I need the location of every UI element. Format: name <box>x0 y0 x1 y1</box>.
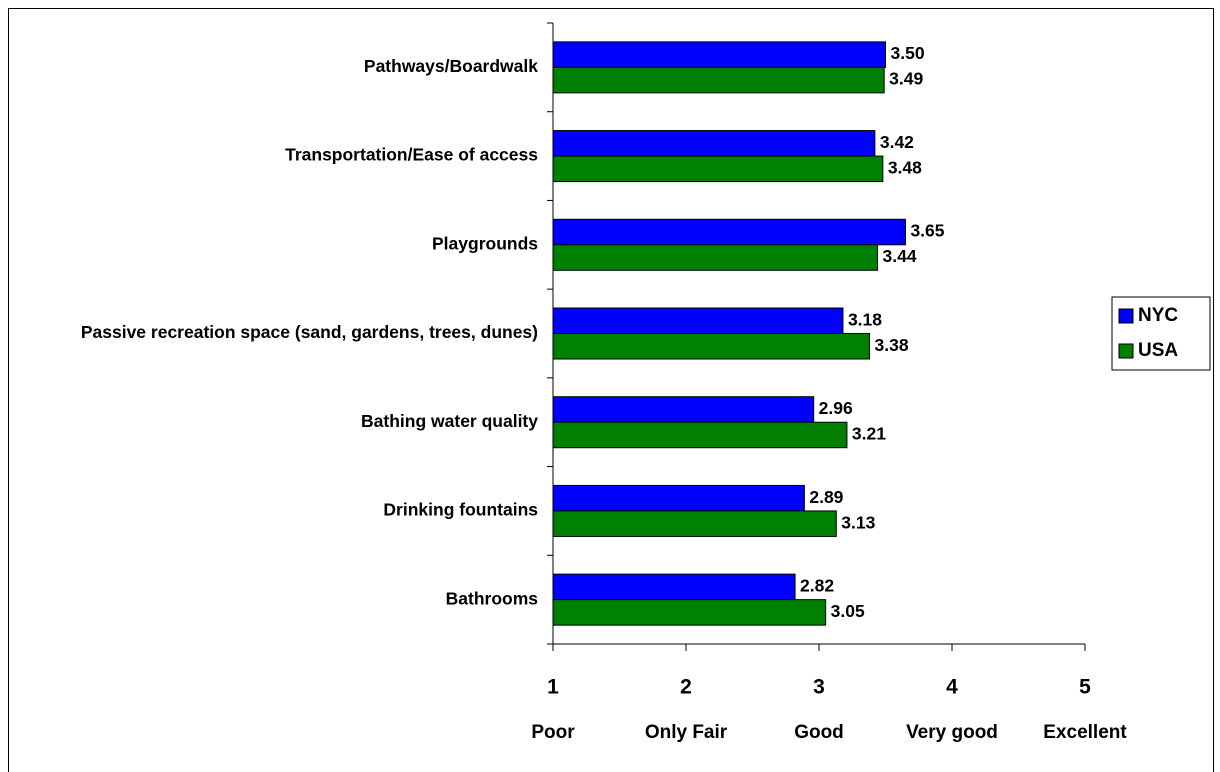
legend-label: NYC <box>1138 305 1178 326</box>
data-label: 3.13 <box>841 512 875 532</box>
category-label: Bathing water quality <box>361 411 538 431</box>
data-label: 2.96 <box>819 398 853 418</box>
category-label: Pathways/Boardwalk <box>364 56 538 76</box>
bar <box>552 155 884 183</box>
bar <box>552 421 848 449</box>
category-label: Transportation/Ease of access <box>285 145 538 165</box>
category-label: Playgrounds <box>432 233 538 253</box>
data-label: 3.50 <box>891 43 925 63</box>
bar <box>552 307 844 334</box>
bar <box>552 218 906 246</box>
bar <box>552 396 815 423</box>
bar <box>552 333 871 360</box>
legend-label: USA <box>1138 340 1178 361</box>
data-label: 3.42 <box>880 132 914 152</box>
x-tick-label: 4 <box>946 676 958 699</box>
bar <box>552 484 805 512</box>
bar <box>552 41 886 68</box>
x-tick-label: 1 <box>547 676 559 699</box>
data-label: 3.44 <box>883 246 917 266</box>
category-label: Drinking fountains <box>383 500 538 520</box>
bar <box>552 66 885 94</box>
bar <box>552 244 879 271</box>
chart-frame <box>8 8 1214 772</box>
x-tick-description: Only Fair <box>645 722 728 743</box>
category-label: Passive recreation space (sand, gardens,… <box>81 322 538 342</box>
data-label: 3.49 <box>889 69 923 89</box>
data-label: 3.21 <box>852 424 886 444</box>
data-label: 3.65 <box>910 221 944 241</box>
x-tick-label: 3 <box>813 676 825 699</box>
legend-swatch <box>1118 308 1134 324</box>
x-tick-description: Poor <box>531 722 575 743</box>
bar <box>552 130 876 157</box>
data-label: 2.89 <box>809 487 843 507</box>
x-tick-label: 5 <box>1079 676 1091 699</box>
data-label: 3.48 <box>888 157 922 177</box>
data-label: 3.05 <box>831 601 865 621</box>
category-label: Bathrooms <box>446 588 539 608</box>
data-label: 3.18 <box>848 309 882 329</box>
data-label: 3.38 <box>875 335 909 355</box>
bar <box>552 599 827 626</box>
legend-swatch <box>1118 343 1134 359</box>
bar <box>552 573 796 601</box>
bar <box>552 510 837 537</box>
data-label: 2.82 <box>800 576 834 596</box>
x-tick-label: 2 <box>680 676 692 699</box>
x-tick-description: Good <box>794 722 844 743</box>
x-tick-description: Excellent <box>1043 722 1127 743</box>
x-tick-description: Very good <box>906 722 998 743</box>
